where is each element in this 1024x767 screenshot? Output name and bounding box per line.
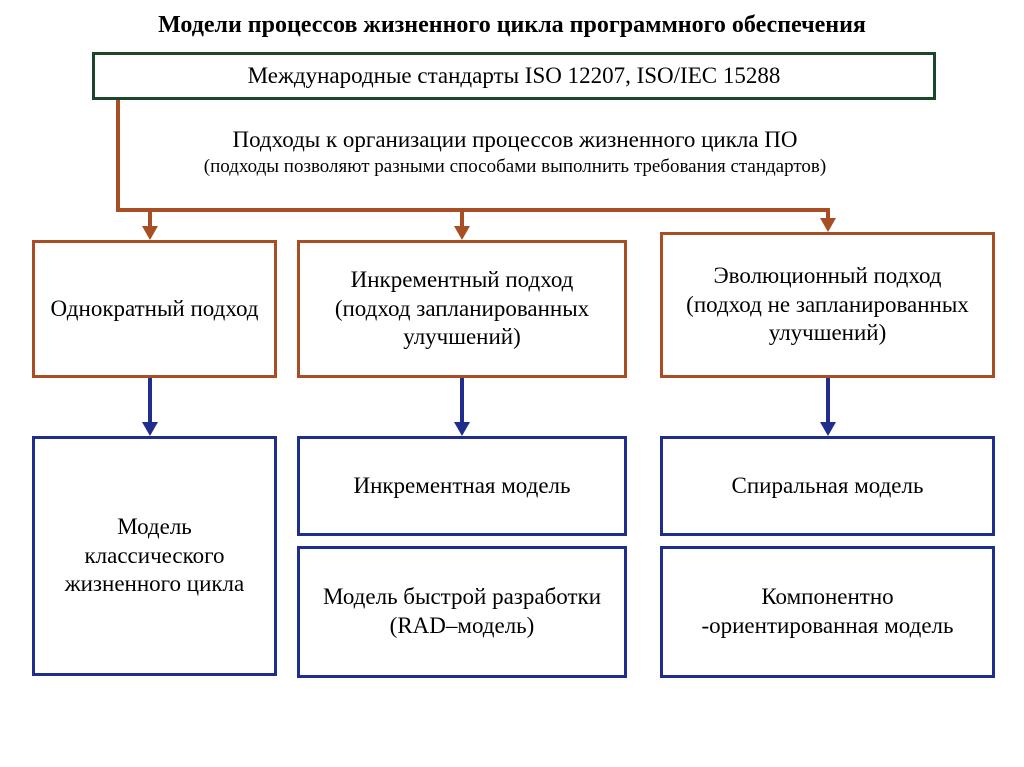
connector-trunk-h (116, 208, 830, 212)
model-1-text: Модель классического жизненного цикла (47, 513, 262, 599)
arrowhead-mod2 (454, 422, 470, 436)
arrowhead-mod4 (820, 422, 836, 436)
page-title: Модели процессов жизненного цикла програ… (52, 12, 972, 39)
approaches-text-block: Подходы к организации процессов жизненно… (100, 116, 930, 188)
arrowhead-app3 (820, 218, 836, 232)
connector-mod2-v (460, 378, 464, 424)
approach-2-text: Инкрементный подход (подход запланирован… (312, 266, 612, 352)
model-box-1: Модель классического жизненного цикла (32, 436, 277, 676)
connector-mod1-v (148, 378, 152, 424)
connector-mod4-v (826, 378, 830, 424)
connector-app2-v (460, 208, 464, 228)
standards-text: Международные стандарты ISO 12207, ISO/I… (248, 62, 781, 91)
connector-app1-v (148, 208, 152, 228)
model-5-text: Компонентно -ориентированная модель (675, 583, 980, 641)
connector-trunk-v (116, 100, 120, 212)
model-box-2: Инкрементная модель (297, 436, 627, 536)
model-box-4: Спиральная модель (660, 436, 995, 536)
approach-3-text: Эволюционный подход (подход не запланиро… (675, 262, 980, 348)
approach-box-1: Однократный подход (32, 240, 277, 378)
model-2-text: Инкрементная модель (353, 472, 570, 501)
approach-1-text: Однократный подход (51, 295, 259, 324)
approach-box-3: Эволюционный подход (подход не запланиро… (660, 232, 995, 378)
standards-box: Международные стандарты ISO 12207, ISO/I… (92, 52, 936, 100)
arrowhead-app2 (454, 226, 470, 240)
approaches-main: Подходы к организации процессов жизненно… (232, 126, 797, 155)
model-4-text: Спиральная модель (732, 472, 924, 501)
arrowhead-mod1 (142, 422, 158, 436)
model-box-5: Компонентно -ориентированная модель (660, 546, 995, 678)
arrowhead-app1 (142, 226, 158, 240)
approach-box-2: Инкрементный подход (подход запланирован… (297, 240, 627, 378)
model-box-3: Модель быстрой разработки (RAD–модель) (297, 546, 627, 678)
model-3-text: Модель быстрой разработки (RAD–модель) (312, 583, 612, 641)
approaches-sub: (подходы позволяют разными способами вып… (204, 155, 826, 179)
